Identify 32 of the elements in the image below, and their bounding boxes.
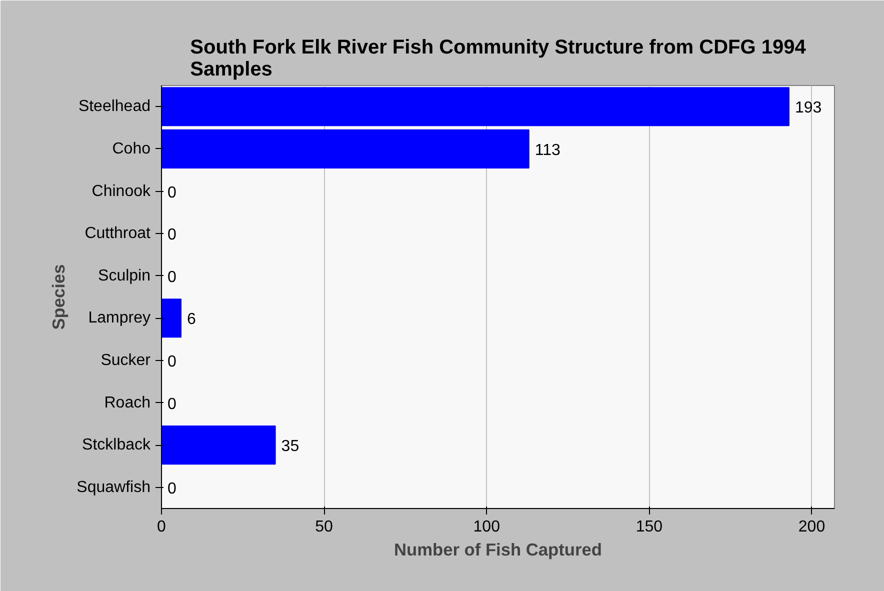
data-label: 0 bbox=[168, 396, 176, 413]
y-tick-label: Roach bbox=[104, 394, 150, 412]
y-tick-label: Squawfish bbox=[76, 478, 151, 496]
data-label: 6 bbox=[187, 311, 196, 328]
bar bbox=[162, 87, 790, 126]
y-tick-label: Cutthroat bbox=[84, 225, 152, 242]
y-tick-label: Lamprey bbox=[88, 310, 150, 327]
x-tick-label: 150 bbox=[636, 518, 663, 536]
data-label: 0 bbox=[168, 184, 176, 202]
data-label: 0 bbox=[168, 353, 176, 370]
data-label: 35 bbox=[281, 438, 300, 456]
x-axis-title: Number of Fish Captured bbox=[394, 540, 602, 560]
data-label: 0 bbox=[168, 480, 176, 498]
x-tick-label: 0 bbox=[157, 518, 166, 536]
x-tick-label: 50 bbox=[315, 518, 334, 536]
y-tick-label: Coho bbox=[112, 140, 151, 158]
x-tick-label: 200 bbox=[798, 518, 826, 536]
y-tick-label: Chinook bbox=[92, 182, 152, 200]
bar bbox=[162, 426, 276, 465]
data-label: 0 bbox=[168, 268, 176, 286]
data-label: 193 bbox=[794, 100, 822, 117]
bar bbox=[162, 129, 530, 168]
y-tick-label: Sucker bbox=[100, 352, 152, 369]
bar bbox=[162, 298, 182, 338]
data-label: 0 bbox=[168, 226, 176, 244]
y-tick-label: Steelhead bbox=[78, 98, 150, 116]
y-tick-label: Sculpin bbox=[98, 267, 151, 284]
x-tick-label: 100 bbox=[473, 518, 500, 536]
y-tick-label: Stcklback bbox=[82, 436, 152, 454]
chart-title: South Fork Elk River Fish Community Structure from CDFG 1994 Samples bbox=[190, 36, 807, 80]
data-label: 113 bbox=[534, 142, 560, 159]
y-axis-title: Species bbox=[48, 264, 69, 330]
